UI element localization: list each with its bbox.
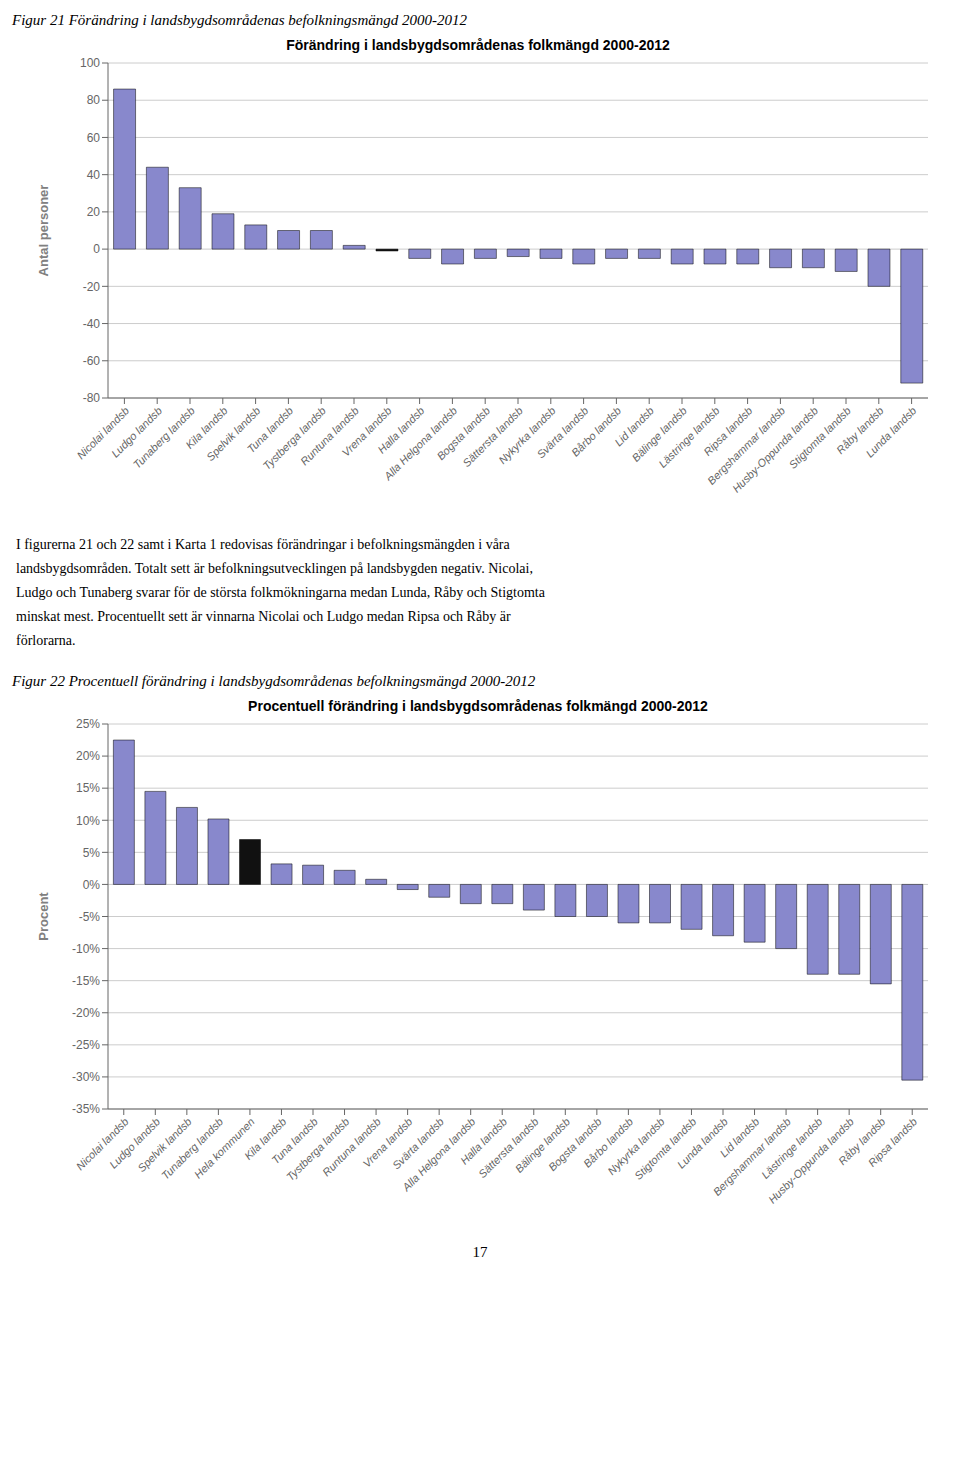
svg-text:Husby-Oppunda landsb: Husby-Oppunda landsb (729, 404, 821, 495)
svg-text:Spelvik landsb: Spelvik landsb (203, 404, 263, 464)
svg-text:Runtuna landsb: Runtuna landsb (298, 404, 361, 467)
svg-text:-80: -80 (83, 391, 101, 405)
svg-text:Spelvik landsb: Spelvik landsb (135, 1115, 194, 1174)
svg-text:Råby landsb: Råby landsb (835, 1115, 888, 1168)
svg-text:0%: 0% (83, 878, 101, 892)
svg-text:Ludgo landsb: Ludgo landsb (108, 404, 165, 460)
svg-text:0: 0 (93, 242, 100, 256)
svg-text:Alla Helgona landsb: Alla Helgona landsb (399, 1115, 478, 1194)
svg-text:5%: 5% (83, 846, 101, 860)
svg-text:Alla Helgona landsb: Alla Helgona landsb (381, 404, 460, 483)
svg-text:Ludgo landsb: Ludgo landsb (107, 1115, 163, 1171)
svg-text:Bogsta landsb: Bogsta landsb (546, 1115, 604, 1173)
svg-text:Lästringe landsb: Lästringe landsb (656, 404, 722, 470)
svg-text:Tystberga landsb: Tystberga landsb (260, 404, 329, 472)
svg-text:Lästringe landsb: Lästringe landsb (759, 1115, 825, 1181)
html-text:17: 17 (472, 1244, 488, 1260)
svg-text:Svärta landsb: Svärta landsb (390, 1115, 447, 1172)
svg-text:Sättersta landsb: Sättersta landsb (476, 1115, 541, 1181)
svg-text:20%: 20% (76, 749, 100, 763)
svg-text:Bogsta landsb: Bogsta landsb (434, 404, 493, 463)
svg-text:Tystberga landsb: Tystberga landsb (283, 1115, 352, 1183)
svg-text:Tunaberg landsb: Tunaberg landsb (159, 1115, 226, 1182)
svg-text:-15%: -15% (72, 974, 100, 988)
html-text:Förändring i landsbygdsområden: Förändring i landsbygdsområdenas folkmän… (286, 37, 670, 53)
html-text:I figurerna 21 och 22 samt i K: I figurerna 21 och 22 samt i Karta 1 red… (16, 537, 510, 552)
svg-text:-20%: -20% (72, 1006, 100, 1020)
svg-text:Runtuna landsb: Runtuna landsb (320, 1115, 383, 1179)
html-text:minskat mest. Procentuellt set: minskat mest. Procentuellt sett är vinna… (16, 609, 511, 624)
svg-text:Tuna landsb: Tuna landsb (269, 1115, 320, 1167)
svg-text:-35%: -35% (72, 1102, 100, 1116)
svg-text:15%: 15% (76, 781, 100, 795)
svg-text:Nicolai landsb: Nicolai landsb (73, 1115, 131, 1173)
svg-text:Bårbo landsb: Bårbo landsb (569, 404, 623, 458)
svg-text:-20: -20 (83, 280, 101, 294)
svg-text:Procent: Procent (36, 892, 51, 941)
svg-text:Svärta landsb: Svärta landsb (534, 404, 591, 461)
html-text:Ludgo och Tunaberg svarar för: Ludgo och Tunaberg svarar för de största… (16, 585, 545, 600)
svg-text:Tuna landsb: Tuna landsb (244, 404, 296, 456)
svg-text:Nicolai landsb: Nicolai landsb (74, 404, 132, 462)
html-text:Figur 21 Förändring i landsbyg: Figur 21 Förändring i landsbygdsområdena… (12, 12, 467, 28)
svg-text:-40: -40 (83, 317, 101, 331)
svg-text:-5%: -5% (79, 910, 101, 924)
svg-text:Ripsa landsb: Ripsa landsb (866, 1115, 919, 1168)
html-text:landsbygdsområden. Totalt sett: landsbygdsområden. Totalt sett är befolk… (16, 561, 533, 576)
svg-text:Vrena landsb: Vrena landsb (339, 404, 394, 459)
svg-text:Halla landsb: Halla landsb (457, 1115, 510, 1167)
svg-text:Nykyrka landsb: Nykyrka landsb (605, 1115, 667, 1177)
svg-text:40: 40 (87, 168, 101, 182)
svg-text:Vrena landsb: Vrena landsb (360, 1115, 415, 1170)
svg-text:25%: 25% (76, 717, 100, 731)
svg-text:Tunaberg landsb: Tunaberg landsb (130, 404, 197, 471)
html-text:Procentuell förändring i lands: Procentuell förändring i landsbygdsområd… (248, 698, 708, 714)
svg-text:-30%: -30% (72, 1070, 100, 1084)
svg-text:Lid landsb: Lid landsb (717, 1115, 762, 1160)
svg-text:Stigtomta landsb: Stigtomta landsb (632, 1115, 699, 1182)
svg-text:Bälinge landsb: Bälinge landsb (513, 1115, 573, 1175)
svg-text:Lid landsb: Lid landsb (612, 404, 657, 449)
svg-text:Råby landsb: Råby landsb (834, 404, 886, 457)
svg-text:Stigtomta landsb: Stigtomta landsb (786, 404, 853, 471)
svg-text:Ripsa landsb: Ripsa landsb (701, 404, 755, 458)
svg-text:Lunda landsb: Lunda landsb (675, 1115, 730, 1170)
svg-text:Sättersta landsb: Sättersta landsb (460, 404, 525, 469)
svg-text:-10%: -10% (72, 942, 100, 956)
svg-text:Lunda landsb: Lunda landsb (863, 404, 918, 459)
svg-text:20: 20 (87, 205, 101, 219)
html-text:Figur 22 Procentuell förändrin: Figur 22 Procentuell förändring i landsb… (12, 673, 536, 689)
svg-text:Kila landsb: Kila landsb (183, 404, 230, 451)
svg-text:80: 80 (87, 93, 101, 107)
svg-text:Kila landsb: Kila landsb (241, 1115, 289, 1162)
svg-text:Husby-Oppunda landsb: Husby-Oppunda landsb (765, 1115, 857, 1206)
svg-text:Bälinge landsb: Bälinge landsb (629, 404, 689, 464)
svg-text:Bergshammar landsb: Bergshammar landsb (710, 1115, 793, 1198)
svg-text:100: 100 (80, 56, 100, 70)
svg-text:10%: 10% (76, 814, 100, 828)
svg-text:Hela kommunen: Hela kommunen (191, 1115, 257, 1181)
svg-text:Nykyrka landsb: Nykyrka landsb (496, 404, 558, 466)
svg-text:Antal personer: Antal personer (36, 185, 51, 277)
svg-text:-25%: -25% (72, 1038, 100, 1052)
svg-text:-60: -60 (83, 354, 101, 368)
svg-text:Bårbo landsb: Bårbo landsb (581, 1115, 636, 1170)
svg-text:Bergshammar landsb: Bergshammar landsb (704, 404, 788, 487)
svg-text:Halla landsb: Halla landsb (375, 404, 427, 456)
html-text:förlorarna.: förlorarna. (16, 633, 76, 648)
svg-text:60: 60 (87, 131, 101, 145)
